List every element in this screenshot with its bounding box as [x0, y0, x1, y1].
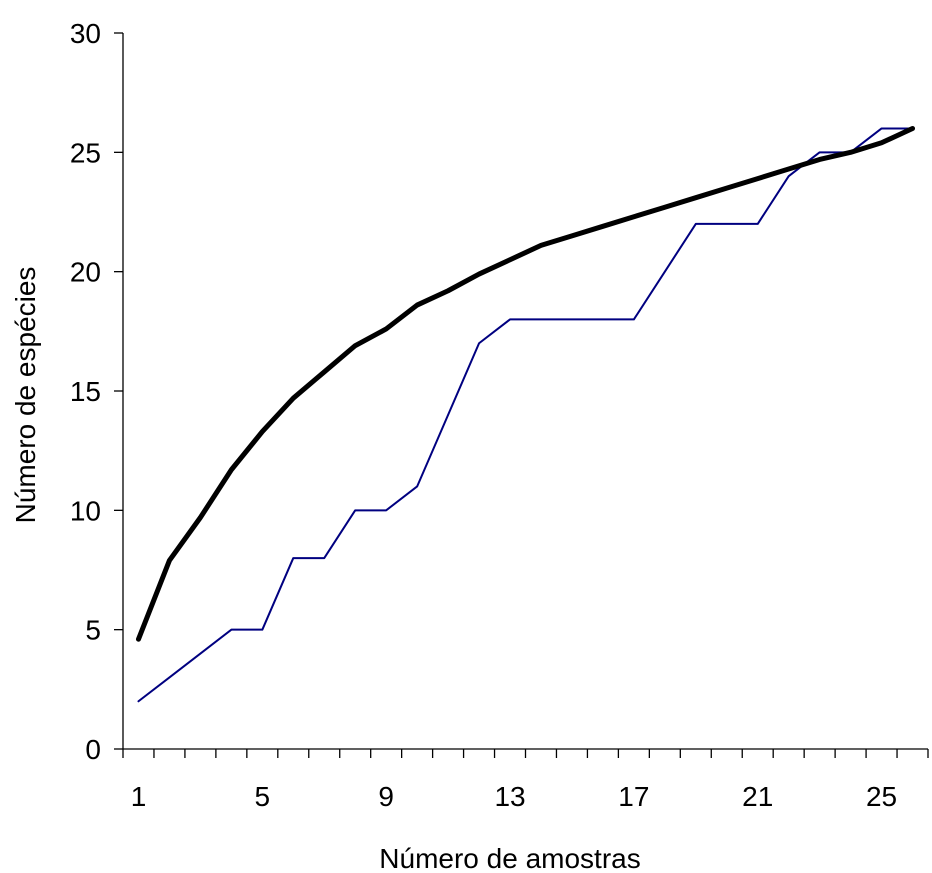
series-line-thick: [135, 125, 916, 642]
series-line-thin: [137, 127, 914, 703]
x-tick-label: 21: [742, 781, 773, 812]
x-tick-label: 5: [255, 781, 271, 812]
y-tick-label: 15: [70, 376, 101, 407]
y-tick-label: 20: [70, 257, 101, 288]
x-tick-label: 13: [494, 781, 525, 812]
axes: [114, 32, 929, 758]
y-tick-label: 5: [85, 615, 101, 646]
x-tick-label: 1: [131, 781, 147, 812]
y-tick-label: 10: [70, 495, 101, 526]
series-lines: [135, 125, 916, 703]
y-tick-label: 25: [70, 137, 101, 168]
y-axis-title: Número de espécies: [10, 267, 41, 524]
y-tick-label: 30: [70, 18, 101, 49]
x-tick-label: 17: [618, 781, 649, 812]
x-axis-title: Número de amostras: [379, 843, 640, 873]
x-tick-label: 9: [378, 781, 394, 812]
y-tick-label: 0: [85, 734, 101, 765]
x-tick-label: 25: [866, 781, 897, 812]
